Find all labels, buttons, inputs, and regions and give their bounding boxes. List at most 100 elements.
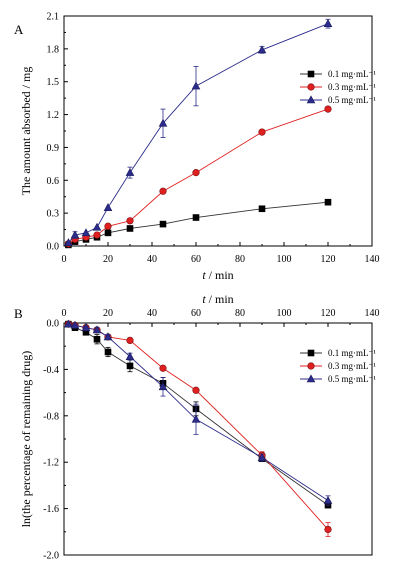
data-point (324, 105, 332, 113)
data-point (64, 238, 73, 247)
data-point (324, 525, 332, 534)
series-line (68, 201, 329, 246)
data-point (126, 336, 134, 345)
data-point (104, 348, 112, 356)
x-tick-label: 120 (321, 308, 336, 319)
panel-label: B (14, 306, 23, 321)
data-point (158, 118, 168, 127)
legend-label: 0.1 mg·mL⁻¹ (328, 348, 376, 358)
y-tick-label: 1.2 (47, 110, 60, 121)
x-axis-title: t / min (202, 292, 233, 306)
x-tick-label: 140 (365, 308, 380, 319)
plot-frame (63, 15, 373, 247)
x-axis-unit: / min (206, 268, 234, 282)
data-point (81, 228, 91, 237)
y-axis-title: The amount absorbed / mg (19, 67, 33, 196)
y-axis-title: ln(the percentage of remaining drug) (19, 351, 33, 528)
y-tick-label: -2.0 (43, 551, 59, 562)
data-point (159, 187, 167, 195)
legend-marker (307, 83, 315, 91)
series-square (65, 198, 332, 249)
x-axis-unit: / min (206, 292, 234, 306)
y-tick-label: 0.6 (47, 176, 60, 187)
y-tick-label: 1.5 (47, 77, 60, 88)
x-axis-variable: t (202, 292, 206, 306)
y-tick-label: 1.8 (47, 44, 60, 55)
y-tick-label: 0.0 (47, 242, 60, 253)
data-point (258, 205, 266, 213)
data-point (257, 45, 267, 54)
data-point (93, 231, 101, 239)
y-tick-label: 0.0 (47, 319, 60, 330)
legend-label: 0.3 mg·mL⁻¹ (328, 82, 376, 92)
series-line (68, 323, 329, 506)
x-tick-label: 20 (103, 254, 113, 265)
x-tick-label: 20 (103, 308, 113, 319)
legend-marker (307, 362, 315, 370)
data-point (159, 364, 167, 372)
panel-label: A (14, 22, 24, 37)
x-tick-label: 100 (277, 254, 292, 265)
x-tick-label: 80 (235, 254, 245, 265)
data-point (104, 229, 112, 237)
x-tick-label: 40 (147, 254, 157, 265)
series-triangle (64, 18, 333, 247)
y-tick-label: -1.6 (43, 504, 59, 515)
x-tick-label: 0 (62, 254, 67, 265)
data-point (257, 452, 267, 461)
y-tick-label: -0.4 (43, 365, 59, 376)
chart-panel-b: 0 20 40 60 80 100 120 140 0.0 -0.4 -0.8 -1.2 -1.6 -2.… (14, 292, 380, 562)
data-point (103, 203, 113, 211)
data-point (258, 128, 266, 136)
data-point (192, 386, 200, 394)
data-point (64, 319, 73, 328)
data-point (323, 495, 333, 504)
x-axis-variable: t (202, 268, 206, 282)
data-point (126, 225, 134, 232)
data-point (159, 220, 167, 228)
x-axis-title: t / min (202, 268, 233, 282)
data-point (126, 217, 134, 225)
data-point (192, 214, 200, 221)
series-triangle (64, 319, 333, 506)
data-point (104, 222, 112, 230)
x-tick-label: 80 (235, 308, 245, 319)
y-tick-label: 0.3 (47, 209, 60, 220)
x-tick-label: 60 (191, 308, 201, 319)
data-point (125, 167, 135, 176)
data-point (324, 198, 332, 206)
data-point (191, 414, 201, 423)
y-tick-label: -0.8 (43, 411, 59, 422)
x-tick-label: 120 (321, 254, 336, 265)
data-point (126, 362, 134, 370)
y-tick-label: -1.2 (43, 458, 59, 469)
data-point (323, 19, 333, 27)
x-tick-label: 0 (62, 308, 67, 319)
series-line (68, 23, 329, 244)
data-point (70, 320, 80, 329)
legend-label: 0.3 mg·mL⁻¹ (328, 361, 376, 371)
data-point (191, 81, 201, 90)
series-square (65, 320, 332, 509)
x-tick-label: 100 (277, 308, 292, 319)
x-tick-label: 60 (191, 254, 201, 265)
y-tick-label: 2.1 (47, 12, 60, 23)
x-tick-label: 40 (147, 308, 157, 319)
legend-marker (307, 349, 315, 357)
data-point (192, 169, 200, 177)
data-point (93, 335, 101, 343)
legend-label: 0.5 mg·mL⁻¹ (328, 95, 376, 105)
data-point (92, 222, 102, 231)
x-tick-label: 140 (365, 254, 380, 265)
data-point (81, 323, 91, 331)
data-point (103, 332, 113, 341)
legend-label: 0.1 mg·mL⁻¹ (328, 69, 376, 79)
legend-marker (307, 70, 315, 78)
y-tick-label: 0.9 (47, 143, 60, 154)
legend-marker (306, 374, 316, 383)
series-line (68, 108, 329, 245)
legend-label: 0.5 mg·mL⁻¹ (328, 374, 376, 384)
data-point (125, 352, 135, 360)
data-point (70, 230, 80, 239)
